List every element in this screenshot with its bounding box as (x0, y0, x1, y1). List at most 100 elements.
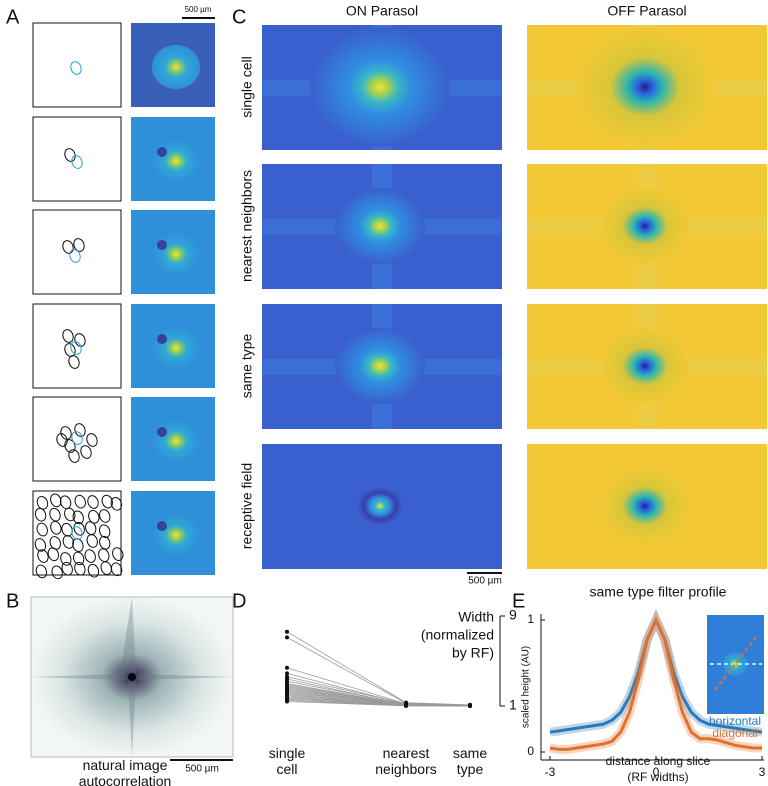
cell-outline (112, 547, 124, 561)
y-axis-label: scaled height (AU) (521, 646, 532, 728)
cell-map-frame (32, 116, 122, 202)
cell-outline (68, 355, 80, 369)
cell-outline (73, 238, 85, 252)
cell-outline (64, 439, 76, 453)
y-tick-label: 0 (527, 744, 534, 758)
cell-outline (71, 526, 83, 540)
column-title: OFF Parasol (607, 3, 686, 19)
legend-entry: diagonal (712, 726, 757, 740)
row-title: single cell (239, 56, 255, 117)
cell-outline (62, 329, 74, 343)
cell-outline (99, 535, 111, 550)
cell-outline (71, 155, 83, 169)
filter-blob (152, 326, 200, 370)
x-tick-label: -3 (545, 765, 556, 779)
cell-outline (100, 561, 112, 576)
cell-outline (47, 547, 60, 562)
cell-outline (86, 433, 98, 447)
filter-dip (157, 334, 167, 344)
cell-outline (87, 495, 99, 509)
inset-diagonal (714, 635, 758, 691)
y-tick-label: 9 (509, 607, 517, 623)
filter-dip (157, 147, 167, 157)
filter-center (600, 467, 690, 545)
caption: natural image autocorrelation (78, 757, 172, 786)
cell-outline (86, 534, 98, 548)
cell-outline (98, 509, 111, 523)
y-tick-label: 1 (527, 612, 534, 626)
panel-label: A (6, 6, 20, 28)
cell-outline (74, 561, 86, 576)
cell-map-frame (32, 209, 122, 295)
cell-outline (110, 562, 123, 577)
x-tick-label: nearest neighbors (375, 745, 437, 777)
y-tick-label: 1 (509, 697, 517, 713)
point (404, 703, 408, 708)
filter-blob (152, 45, 200, 89)
filter-blob (152, 513, 200, 557)
cell-outline (35, 564, 48, 579)
y-axis-label: Width (458, 609, 494, 625)
cell-outline (68, 449, 80, 463)
cell-outline (84, 521, 97, 535)
filter-blob (152, 419, 200, 463)
cell-outline (72, 551, 85, 566)
cell-outline (36, 522, 48, 537)
cell-outline (60, 552, 72, 566)
x-tick-label: 3 (759, 765, 766, 779)
row-title: receptive field (239, 463, 255, 549)
x-tick-label: same type (452, 745, 488, 777)
filter-center (335, 187, 425, 265)
cell-outline (98, 548, 110, 563)
filter-center (600, 187, 690, 265)
row-title: nearest neighbors (239, 170, 255, 282)
x-axis-label: distance along slice (606, 754, 711, 768)
x-tick-label: single cell (268, 745, 306, 777)
cell-outline (69, 249, 81, 263)
point (285, 671, 289, 676)
column-title: ON Parasol (346, 3, 418, 19)
cell-outline (74, 494, 86, 509)
cell-outline (34, 507, 47, 522)
panel-label: C (232, 6, 246, 28)
scale-bar-label: 500 µm (185, 5, 212, 14)
profile-line (549, 616, 762, 751)
cell-outline (61, 561, 73, 576)
cell-map-frame (32, 22, 122, 108)
y-axis-label: by RF) (452, 645, 494, 661)
autocorrelation-peak (128, 673, 136, 681)
scale-bar-label: 500 µm (185, 764, 219, 775)
cell-outline (34, 538, 47, 552)
cell-outline (56, 433, 68, 447)
cell-outline (71, 431, 83, 445)
cell-outline (84, 549, 96, 563)
cell-outline (60, 426, 72, 440)
cell-outline (37, 549, 49, 563)
filter-dip (157, 521, 167, 531)
filter-center (335, 327, 425, 405)
row-title: same type (239, 333, 255, 398)
cell-map-frame (32, 396, 122, 482)
filter-center (600, 327, 690, 405)
point (285, 635, 289, 640)
filter-dip (157, 240, 167, 250)
point (468, 704, 472, 708)
cell-outline (80, 445, 92, 459)
cell-outline (49, 536, 61, 550)
cell-outline (70, 341, 82, 355)
chart-title: same type filter profile (590, 584, 727, 600)
panel-label: B (6, 590, 19, 612)
x-axis-label: (RF widths) (627, 770, 688, 784)
point (285, 699, 289, 704)
cell-outline (87, 563, 100, 578)
filter-dip (157, 427, 167, 437)
panel-label: E (512, 590, 525, 612)
panel-label: D (232, 590, 246, 612)
scale-bar-label: 500 µm (468, 576, 502, 587)
y-axis-label: (normalized (421, 627, 494, 643)
cell-outline (36, 495, 49, 510)
x-tick-label: 0 (653, 765, 660, 779)
filter-center (310, 27, 450, 147)
cell-outline (70, 61, 82, 75)
